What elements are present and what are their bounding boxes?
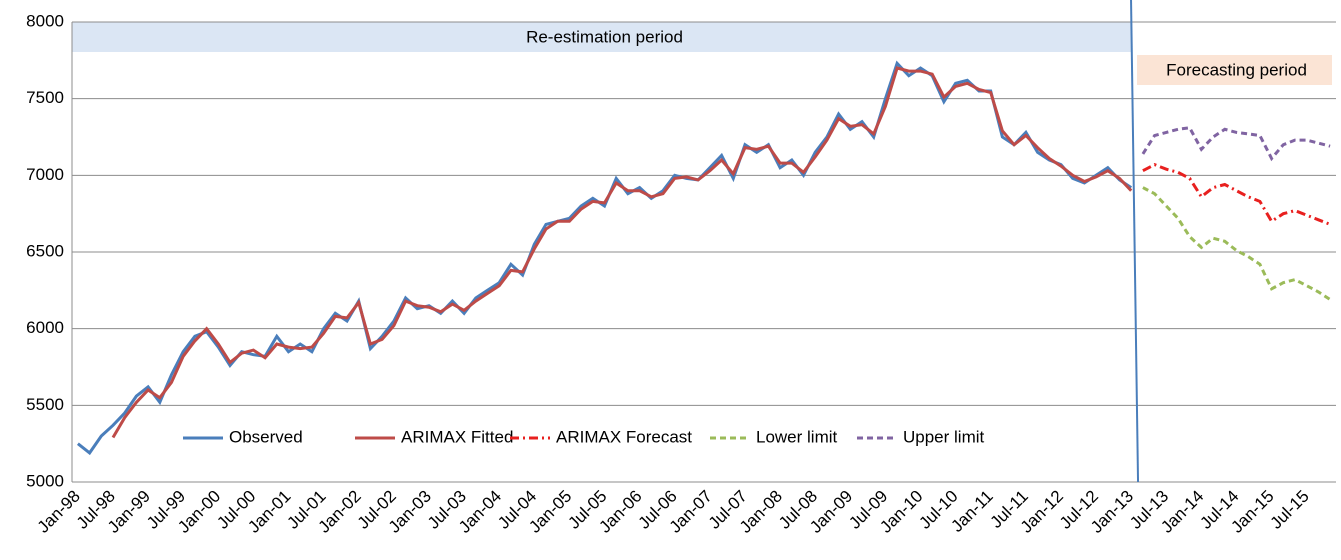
y-tick-label: 7500 (26, 88, 64, 107)
y-tick-label: 8000 (26, 11, 64, 30)
reestimation-label: Re-estimation period (526, 27, 683, 46)
legend-label: ARIMAX Forecast (556, 427, 692, 446)
series-line (1142, 162, 1331, 226)
legend-label: Lower limit (756, 427, 838, 446)
y-tick-label: 6500 (26, 241, 64, 260)
legend-label: Upper limit (903, 427, 985, 446)
x-tick-label: Jul-15 (1267, 487, 1313, 533)
series-line (76, 60, 1133, 456)
x-tick-label: Jan-98 (34, 487, 84, 537)
legend-label: ARIMAX Fitted (401, 427, 513, 446)
series-line (1141, 126, 1331, 162)
y-tick-label: 6000 (26, 318, 64, 337)
y-tick-label: 5500 (26, 395, 64, 414)
y-tick-label: 5000 (26, 471, 64, 490)
series-line (111, 66, 1133, 439)
y-tick-label: 7000 (26, 165, 64, 184)
legend-label: Observed (229, 427, 303, 446)
series-line (1142, 186, 1331, 301)
forecast-label: Forecasting period (1166, 60, 1307, 79)
boundary-line (1130, 0, 1140, 483)
reestimation-band (72, 22, 1132, 52)
forecast-band (1137, 55, 1332, 85)
